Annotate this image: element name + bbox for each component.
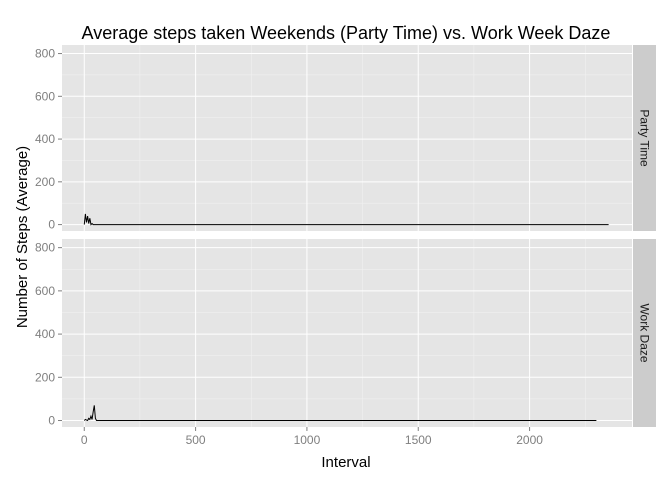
y-tick-label: 800 — [35, 47, 55, 61]
y-tick-label: 600 — [35, 89, 55, 103]
y-tick-label: 400 — [35, 327, 55, 341]
facet-strip-label: Work Daze — [638, 303, 652, 362]
facet-strip — [633, 45, 656, 231]
y-tick-label: 200 — [35, 175, 55, 189]
facet-strip-label: Party Time — [638, 109, 652, 167]
x-tick-label: 500 — [186, 433, 206, 447]
y-tick-label: 0 — [48, 218, 55, 232]
y-axis-label: Number of Steps (Average) — [14, 146, 31, 328]
y-tick-label: 0 — [48, 414, 55, 428]
chart-title: Average steps taken Weekends (Party Time… — [82, 23, 611, 43]
facet-strip — [633, 239, 656, 427]
x-tick-label: 0 — [81, 433, 88, 447]
x-axis-ticks: 0 500 1000 1500 2000 — [81, 427, 543, 447]
x-tick-label: 1500 — [405, 433, 432, 447]
panel-work-daze: 0 200 400 600 800 Work Daze — [35, 239, 656, 428]
x-tick-label: 1000 — [294, 433, 321, 447]
panel-background — [62, 239, 632, 427]
panel-background — [62, 45, 632, 231]
x-axis-label: Interval — [321, 454, 370, 471]
y-tick-label: 200 — [35, 370, 55, 384]
y-tick-label: 800 — [35, 241, 55, 255]
series-line — [83, 405, 597, 422]
panel-party-time: 0 200 400 600 800 Party Time — [35, 45, 656, 232]
y-tick-label: 600 — [35, 284, 55, 298]
x-tick-label: 2000 — [516, 433, 543, 447]
series-line — [83, 213, 609, 226]
y-tick-label: 400 — [35, 132, 55, 146]
